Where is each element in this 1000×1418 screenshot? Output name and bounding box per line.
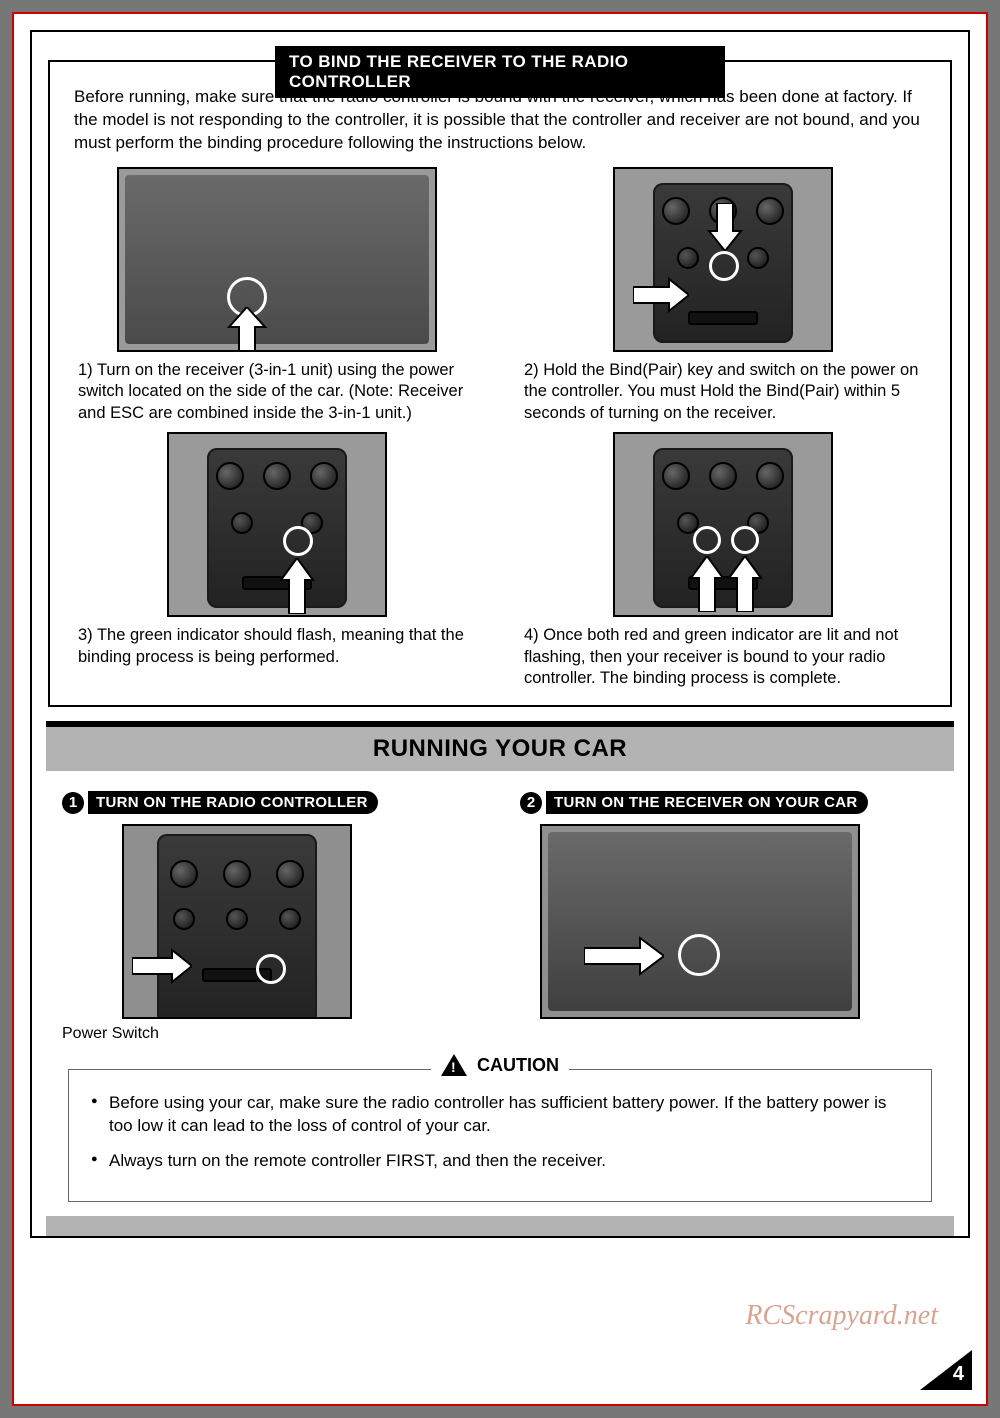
binding-steps-grid: 1) Turn on the receiver (3-in-1 unit) us… <box>74 167 926 690</box>
page-number-corner: 4 <box>920 1350 972 1390</box>
step-4-text: 4) Once both red and green indicator are… <box>520 625 926 689</box>
step-2-text: 2) Hold the Bind(Pair) key and switch on… <box>520 360 926 424</box>
caution-title-text: CAUTION <box>477 1055 559 1076</box>
page-number: 4 <box>953 1363 964 1386</box>
warning-icon <box>441 1054 467 1076</box>
section-binding-title: TO BIND THE RECEIVER TO THE RADIO CONTRO… <box>275 46 725 98</box>
run-step-1-num: 1 <box>62 792 84 814</box>
run-step-1-image <box>122 824 352 1019</box>
binding-step-3: 3) The green indicator should flash, mea… <box>74 432 480 689</box>
run-step-2-label: TURN ON THE RECEIVER ON YOUR CAR <box>546 791 868 814</box>
footer-grey-bar <box>46 1216 954 1236</box>
step-2-image <box>613 167 833 352</box>
run-step-2-num: 2 <box>520 792 542 814</box>
section-binding: TO BIND THE RECEIVER TO THE RADIO CONTRO… <box>48 60 952 707</box>
content-frame: TO BIND THE RECEIVER TO THE RADIO CONTRO… <box>30 30 970 1238</box>
running-step-1: 1 TURN ON THE RADIO CONTROLLER <box>62 791 480 1043</box>
watermark: RCScrapyard.net <box>745 1300 938 1332</box>
running-step-2: 2 TURN ON THE RECEIVER ON YOUR CAR <box>520 791 938 1043</box>
caution-title: CAUTION <box>431 1054 569 1076</box>
step-1-image <box>117 167 437 352</box>
step-1-text: 1) Turn on the receiver (3-in-1 unit) us… <box>74 360 480 424</box>
section-running-header: RUNNING YOUR CAR <box>46 727 954 771</box>
run-step-2-image <box>540 824 860 1019</box>
section-running-title: RUNNING YOUR CAR <box>373 735 627 763</box>
binding-step-4: 4) Once both red and green indicator are… <box>520 432 926 689</box>
step-3-image <box>167 432 387 617</box>
step-4-image <box>613 432 833 617</box>
power-switch-label: Power Switch <box>62 1025 480 1043</box>
page: TO BIND THE RECEIVER TO THE RADIO CONTRO… <box>12 12 988 1406</box>
caution-item-1: Before using your car, make sure the rad… <box>91 1092 909 1138</box>
caution-box: CAUTION Before using your car, make sure… <box>68 1069 932 1202</box>
binding-step-2: 2) Hold the Bind(Pair) key and switch on… <box>520 167 926 424</box>
run-step-1-label: TURN ON THE RADIO CONTROLLER <box>88 791 378 814</box>
section-running-body: 1 TURN ON THE RADIO CONTROLLER <box>42 771 958 1216</box>
step-3-text: 3) The green indicator should flash, mea… <box>74 625 480 668</box>
binding-step-1: 1) Turn on the receiver (3-in-1 unit) us… <box>74 167 480 424</box>
caution-item-2: Always turn on the remote controller FIR… <box>91 1150 909 1173</box>
